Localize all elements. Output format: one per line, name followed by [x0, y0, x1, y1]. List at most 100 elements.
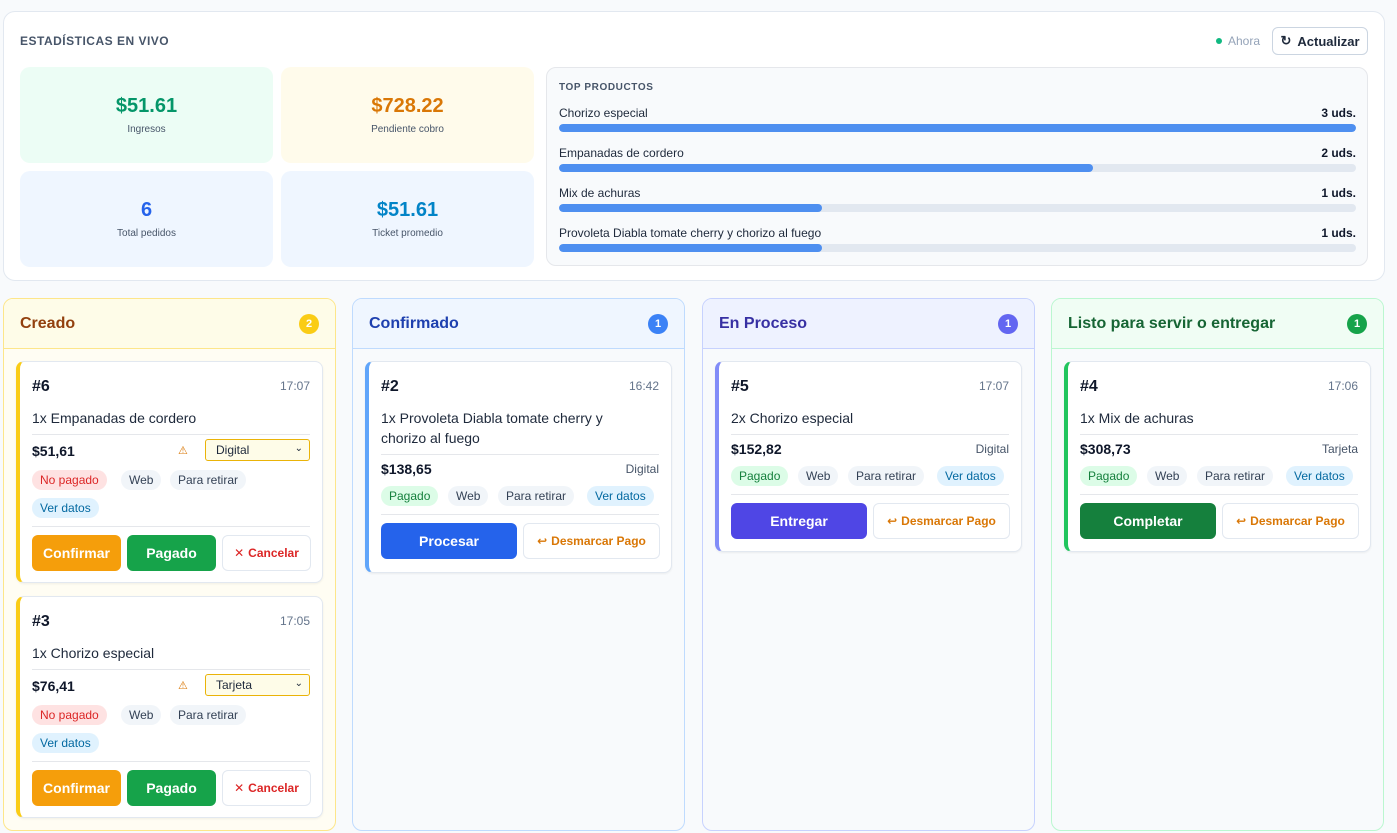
- order-item: 1x Chorizo especial: [32, 645, 155, 661]
- column-header: Confirmado 1: [353, 299, 684, 349]
- warning-icon: ⚠: [178, 445, 188, 457]
- order-item: 2x Chorizo especial: [731, 410, 854, 426]
- column-title: Creado: [20, 314, 76, 332]
- product-qty: 1 uds.: [1321, 186, 1356, 200]
- kpi-label: Ingresos: [127, 124, 166, 135]
- view-details-link[interactable]: Ver datos: [32, 498, 99, 518]
- column-title: En Proceso: [719, 314, 808, 332]
- live-label: Ahora: [1227, 34, 1260, 48]
- payment-status-badge: No pagado: [32, 470, 107, 490]
- unmark-payment-button[interactable]: ↩ Desmarcar Pago: [523, 523, 660, 559]
- complete-button[interactable]: Completar: [1080, 503, 1216, 539]
- warning-icon: ⚠: [178, 680, 188, 692]
- order-item: 1x Mix de achuras: [1080, 410, 1194, 426]
- divider: [731, 434, 1009, 435]
- unmark-payment-button[interactable]: ↩ Desmarcar Pago: [1222, 503, 1359, 539]
- refresh-button[interactable]: ↻ Actualizar: [1272, 27, 1368, 55]
- payment-method-select[interactable]: Tarjeta ⌄: [205, 674, 310, 696]
- product-qty: 3 uds.: [1321, 106, 1356, 120]
- mark-paid-button[interactable]: Pagado: [127, 535, 216, 571]
- order-card[interactable]: #5 17:07 2x Chorizo especial $152,82 Dig…: [715, 361, 1022, 552]
- delivery-type-badge: Para retirar: [1197, 466, 1274, 486]
- order-price: $308,73: [1080, 441, 1131, 457]
- top-product-row: Empanadas de cordero 2 uds.: [559, 146, 1356, 172]
- channel-badge: Web: [448, 486, 489, 506]
- payment-method: Digital: [975, 442, 1009, 456]
- channel-badge: Web: [1147, 466, 1188, 486]
- undo-icon: ↩: [1236, 514, 1247, 528]
- delivery-type-badge: Para retirar: [498, 486, 575, 506]
- order-item: 1x Provoleta Diabla tomate cherry y chor…: [381, 410, 603, 446]
- order-card[interactable]: #6 17:07 1x Empanadas de cordero $51,61 …: [16, 361, 323, 583]
- cancel-label: Cancelar: [248, 781, 299, 795]
- divider: [731, 494, 1009, 495]
- order-time: 17:06: [1327, 379, 1358, 393]
- live-stats-panel: ESTADÍSTICAS EN VIVO Ahora ↻ Actualizar …: [3, 11, 1385, 281]
- order-card[interactable]: #4 17:06 1x Mix de achuras $308,73 Tarje…: [1064, 361, 1371, 552]
- x-icon: ✕: [234, 546, 245, 560]
- kpi-ingresos: $51.61 Ingresos: [20, 67, 273, 163]
- status-dot-icon: [1215, 38, 1222, 44]
- product-name: Provoleta Diabla tomate cherry y chorizo…: [559, 226, 822, 240]
- divider: [1080, 434, 1358, 435]
- live-indicator: Ahora: [1215, 34, 1260, 48]
- column-count-badge: 1: [1347, 313, 1367, 334]
- top-product-row: Chorizo especial 3 uds.: [559, 106, 1356, 132]
- kpi-label: Total pedidos: [117, 228, 176, 239]
- divider: [32, 761, 310, 762]
- divider: [381, 514, 659, 515]
- confirm-button[interactable]: Confirmar: [32, 770, 121, 806]
- deliver-button[interactable]: Entregar: [731, 503, 867, 539]
- mark-paid-button[interactable]: Pagado: [127, 770, 216, 806]
- order-price: $152,82: [731, 441, 782, 457]
- cancel-button[interactable]: ✕ Cancelar: [222, 535, 311, 571]
- top-products-panel: TOP PRODUCTOS Chorizo especial 3 uds. Em…: [546, 67, 1368, 266]
- view-details-link[interactable]: Ver datos: [32, 733, 99, 753]
- process-button[interactable]: Procesar: [381, 523, 517, 559]
- payment-method: Digital: [625, 462, 659, 476]
- kpi-label: Ticket promedio: [372, 228, 443, 239]
- confirm-button[interactable]: Confirmar: [32, 535, 121, 571]
- column-header: Creado 2: [4, 299, 335, 349]
- order-time: 17:05: [279, 614, 310, 628]
- divider: [1080, 494, 1358, 495]
- order-id: #6: [32, 378, 50, 395]
- order-card[interactable]: #2 16:42 1x Provoleta Diabla tomate cher…: [365, 361, 672, 573]
- chevron-down-icon: ⌄: [294, 678, 303, 689]
- delivery-type-badge: Para retirar: [848, 466, 925, 486]
- cancel-button[interactable]: ✕ Cancelar: [222, 770, 311, 806]
- order-time: 16:42: [628, 379, 659, 393]
- view-details-link[interactable]: Ver datos: [1286, 466, 1353, 486]
- kpi-value: 6: [140, 199, 153, 221]
- unmark-payment-button[interactable]: ↩ Desmarcar Pago: [873, 503, 1010, 539]
- kpi-pendiente-cobro: $728.22 Pendiente cobro: [281, 67, 534, 163]
- order-item: 1x Empanadas de cordero: [32, 410, 197, 426]
- channel-badge: Web: [798, 466, 839, 486]
- order-price: $138,65: [381, 461, 432, 477]
- stats-title: ESTADÍSTICAS EN VIVO: [20, 34, 170, 48]
- product-bar: [559, 204, 1356, 212]
- column-confirmado: Confirmado 1 #2 16:42 1x Provoleta Diabl…: [352, 298, 685, 831]
- payment-status-badge: No pagado: [32, 705, 107, 725]
- product-name: Empanadas de cordero: [559, 146, 684, 160]
- divider: [32, 669, 310, 670]
- kpi-value: $51.61: [115, 95, 178, 117]
- unmark-payment-label: Desmarcar Pago: [901, 514, 996, 528]
- product-bar: [559, 164, 1356, 172]
- column-count-badge: 2: [299, 313, 319, 334]
- chevron-down-icon: ⌄: [294, 443, 303, 454]
- column-header: En Proceso 1: [703, 299, 1034, 349]
- product-bar: [559, 244, 1356, 252]
- order-price: $51,61: [32, 443, 75, 459]
- order-card[interactable]: #3 17:05 1x Chorizo especial $76,41 ⚠ Ta…: [16, 596, 323, 818]
- product-bar-fill: [559, 124, 1356, 132]
- payment-method-select[interactable]: Digital ⌄: [205, 439, 310, 461]
- unmark-payment-label: Desmarcar Pago: [1250, 514, 1345, 528]
- refresh-icon: ↻: [1280, 33, 1292, 48]
- unmark-payment-label: Desmarcar Pago: [551, 534, 646, 548]
- column-header: Listo para servir o entregar 1: [1052, 299, 1383, 349]
- payment-method-value: Tarjeta: [216, 678, 253, 692]
- view-details-link[interactable]: Ver datos: [587, 486, 654, 506]
- kpi-value: $51.61: [376, 199, 439, 221]
- view-details-link[interactable]: Ver datos: [937, 466, 1004, 486]
